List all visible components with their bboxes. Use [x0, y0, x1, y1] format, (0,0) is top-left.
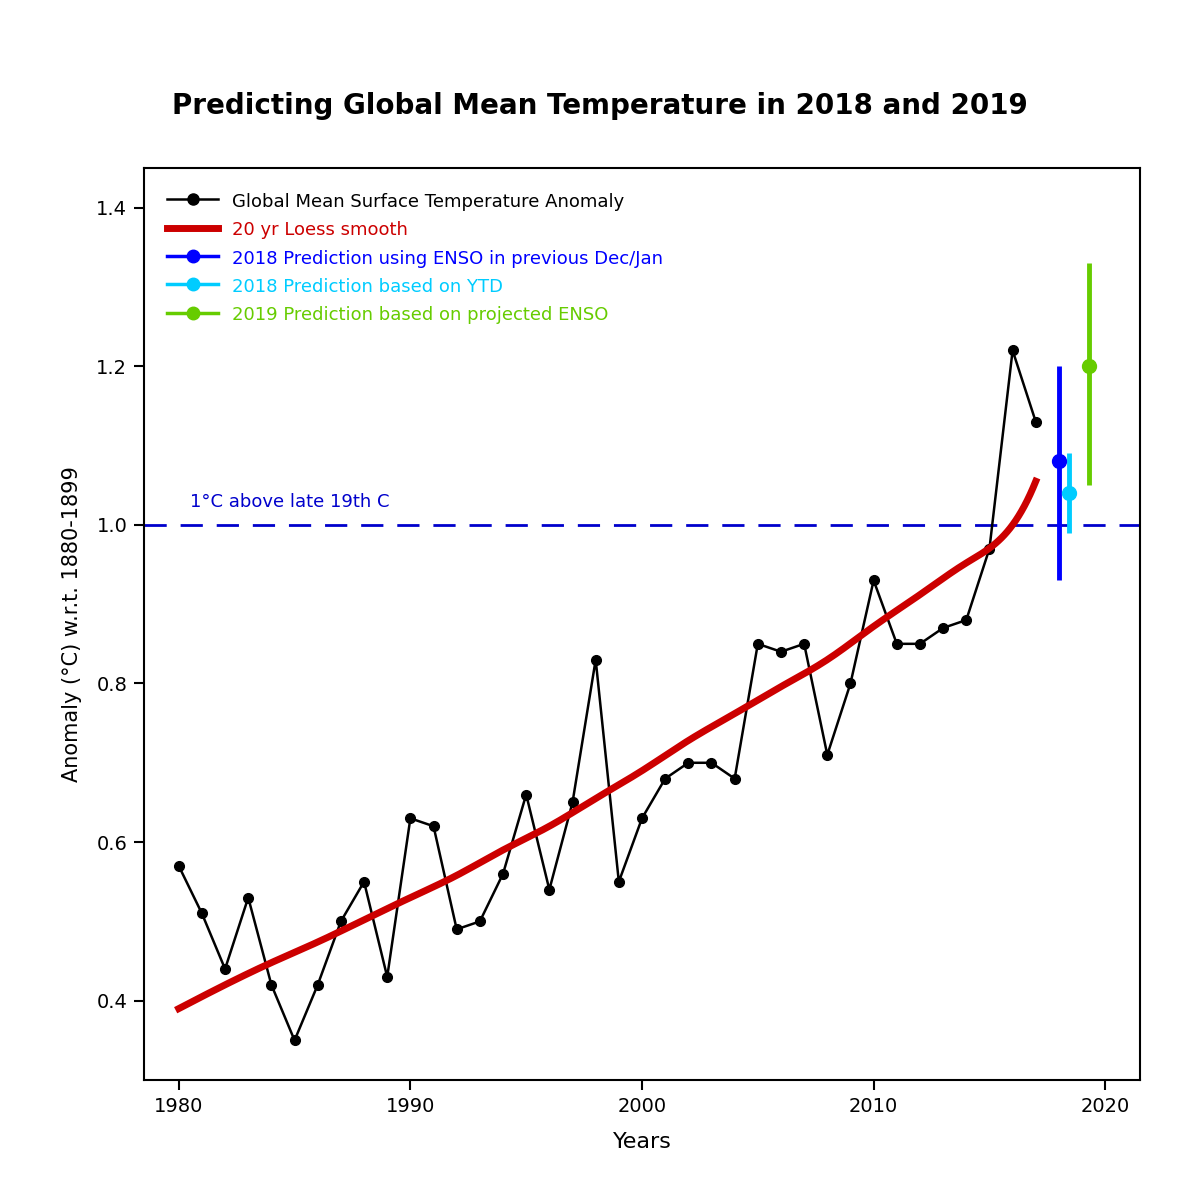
Text: 1°C above late 19th C: 1°C above late 19th C — [191, 493, 390, 511]
X-axis label: Years: Years — [612, 1133, 672, 1152]
Text: Predicting Global Mean Temperature in 2018 and 2019: Predicting Global Mean Temperature in 20… — [172, 92, 1028, 120]
Legend: Global Mean Surface Temperature Anomaly, 20 yr Loess smooth, 2018 Prediction usi: Global Mean Surface Temperature Anomaly,… — [154, 178, 678, 338]
Y-axis label: Anomaly (°C) w.r.t. 1880-1899: Anomaly (°C) w.r.t. 1880-1899 — [62, 466, 83, 782]
